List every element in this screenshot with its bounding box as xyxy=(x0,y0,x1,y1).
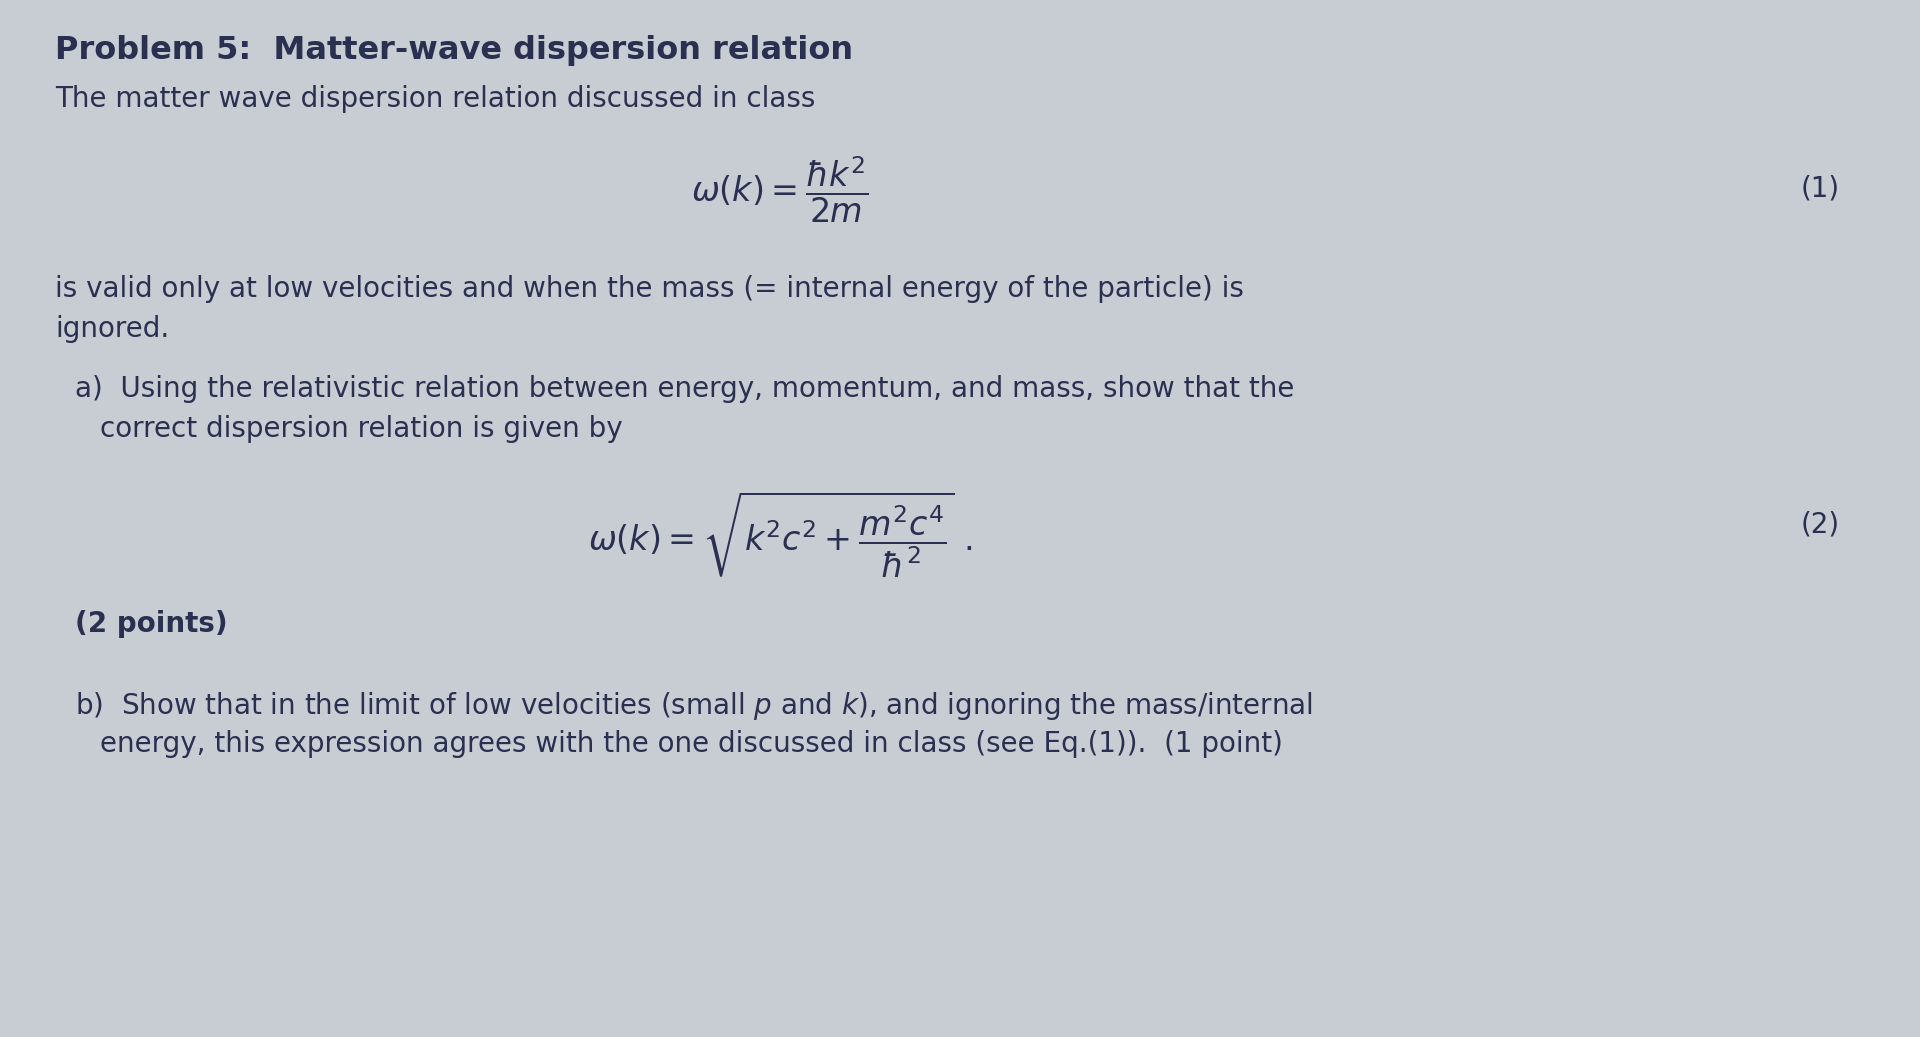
Text: The matter wave dispersion relation discussed in class: The matter wave dispersion relation disc… xyxy=(56,85,816,113)
Text: energy, this expression agrees with the one discussed in class (see Eq.(1)).  (1: energy, this expression agrees with the … xyxy=(100,730,1283,758)
Text: Problem 5:  Matter-wave dispersion relation: Problem 5: Matter-wave dispersion relati… xyxy=(56,35,852,66)
Text: (2): (2) xyxy=(1801,510,1839,538)
Text: ignored.: ignored. xyxy=(56,315,169,343)
Text: b)  Show that in the limit of low velocities (small $p$ and $k$), and ignoring t: b) Show that in the limit of low velocit… xyxy=(75,690,1313,722)
Text: $\omega(k) = \sqrt{k^{2}c^{2} + \dfrac{m^{2}c^{4}}{\hbar^{2}}}\ .$: $\omega(k) = \sqrt{k^{2}c^{2} + \dfrac{m… xyxy=(588,491,972,580)
Text: correct dispersion relation is given by: correct dispersion relation is given by xyxy=(100,415,622,443)
Text: is valid only at low velocities and when the mass (= internal energy of the part: is valid only at low velocities and when… xyxy=(56,275,1244,303)
Text: a)  Using the relativistic relation between energy, momentum, and mass, show tha: a) Using the relativistic relation betwe… xyxy=(75,375,1294,403)
Text: $\omega(k) = \dfrac{\hbar k^{2}}{2m}$: $\omega(k) = \dfrac{\hbar k^{2}}{2m}$ xyxy=(691,155,868,225)
Text: (1): (1) xyxy=(1801,175,1839,203)
Text: (2 points): (2 points) xyxy=(75,610,228,638)
